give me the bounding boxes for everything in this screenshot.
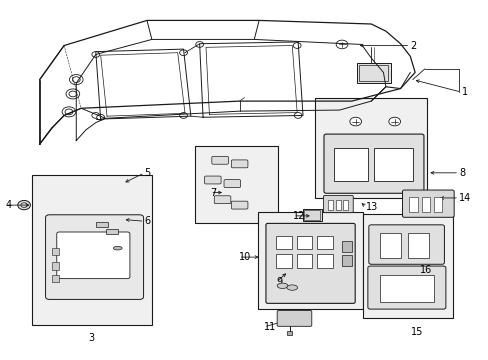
- Ellipse shape: [62, 107, 76, 117]
- Ellipse shape: [18, 201, 30, 210]
- Ellipse shape: [293, 42, 301, 48]
- Text: 11: 11: [264, 322, 276, 332]
- Text: 9: 9: [276, 277, 282, 287]
- FancyBboxPatch shape: [214, 196, 230, 204]
- Ellipse shape: [179, 50, 187, 55]
- Bar: [304, 210, 320, 220]
- Text: 16: 16: [419, 265, 431, 275]
- FancyBboxPatch shape: [265, 224, 354, 303]
- Bar: [258, 212, 362, 309]
- Bar: [356, 63, 390, 83]
- Ellipse shape: [113, 246, 122, 250]
- Bar: [333, 148, 367, 181]
- FancyBboxPatch shape: [231, 160, 247, 168]
- Bar: [373, 148, 412, 181]
- Bar: [362, 214, 452, 318]
- Text: 2: 2: [409, 41, 416, 50]
- Ellipse shape: [179, 113, 187, 118]
- Bar: [315, 98, 427, 198]
- Bar: [433, 197, 442, 212]
- Text: 3: 3: [88, 333, 94, 343]
- FancyBboxPatch shape: [57, 232, 130, 279]
- FancyBboxPatch shape: [204, 176, 221, 184]
- FancyBboxPatch shape: [211, 156, 228, 164]
- FancyBboxPatch shape: [402, 190, 453, 217]
- Text: 5: 5: [144, 168, 150, 178]
- Bar: [379, 233, 400, 258]
- Ellipse shape: [331, 144, 339, 149]
- Ellipse shape: [335, 40, 347, 49]
- Bar: [407, 233, 428, 258]
- Bar: [52, 262, 59, 270]
- Bar: [358, 65, 387, 81]
- Bar: [379, 275, 433, 302]
- Text: 8: 8: [458, 168, 464, 178]
- Bar: [421, 197, 429, 212]
- Bar: [335, 200, 340, 210]
- Text: 7: 7: [210, 188, 216, 198]
- Ellipse shape: [277, 283, 287, 288]
- Bar: [32, 175, 152, 325]
- Ellipse shape: [92, 51, 100, 57]
- Bar: [328, 200, 332, 210]
- Text: 1: 1: [461, 87, 467, 97]
- Bar: [341, 241, 351, 252]
- Text: 14: 14: [458, 193, 470, 203]
- FancyBboxPatch shape: [277, 311, 311, 326]
- Ellipse shape: [286, 285, 297, 290]
- FancyBboxPatch shape: [324, 134, 423, 193]
- Bar: [194, 146, 277, 223]
- Bar: [317, 235, 332, 249]
- Bar: [296, 254, 312, 268]
- Bar: [276, 254, 291, 268]
- Bar: [341, 255, 351, 266]
- Ellipse shape: [97, 114, 104, 120]
- Ellipse shape: [349, 117, 361, 126]
- Bar: [317, 254, 332, 268]
- Text: 12: 12: [293, 211, 305, 221]
- FancyBboxPatch shape: [323, 195, 352, 213]
- Bar: [105, 229, 118, 234]
- Text: 10: 10: [238, 252, 250, 262]
- Text: 15: 15: [410, 327, 423, 337]
- Text: 13: 13: [366, 202, 378, 212]
- Bar: [296, 235, 312, 249]
- Ellipse shape: [294, 113, 302, 118]
- FancyBboxPatch shape: [368, 225, 444, 264]
- Bar: [276, 235, 291, 249]
- Bar: [342, 200, 347, 210]
- FancyBboxPatch shape: [224, 180, 240, 188]
- FancyBboxPatch shape: [231, 201, 247, 209]
- Bar: [303, 209, 321, 221]
- Bar: [96, 222, 108, 226]
- Ellipse shape: [388, 117, 400, 126]
- Bar: [408, 197, 417, 212]
- Text: 4: 4: [5, 200, 12, 210]
- Bar: [52, 275, 59, 282]
- Bar: [52, 248, 59, 255]
- Ellipse shape: [92, 113, 100, 118]
- Bar: [287, 331, 292, 335]
- Ellipse shape: [69, 75, 83, 85]
- Text: 6: 6: [144, 216, 150, 226]
- Ellipse shape: [195, 41, 203, 47]
- FancyBboxPatch shape: [367, 266, 445, 309]
- Ellipse shape: [397, 144, 405, 149]
- FancyBboxPatch shape: [45, 215, 143, 300]
- Ellipse shape: [66, 89, 80, 99]
